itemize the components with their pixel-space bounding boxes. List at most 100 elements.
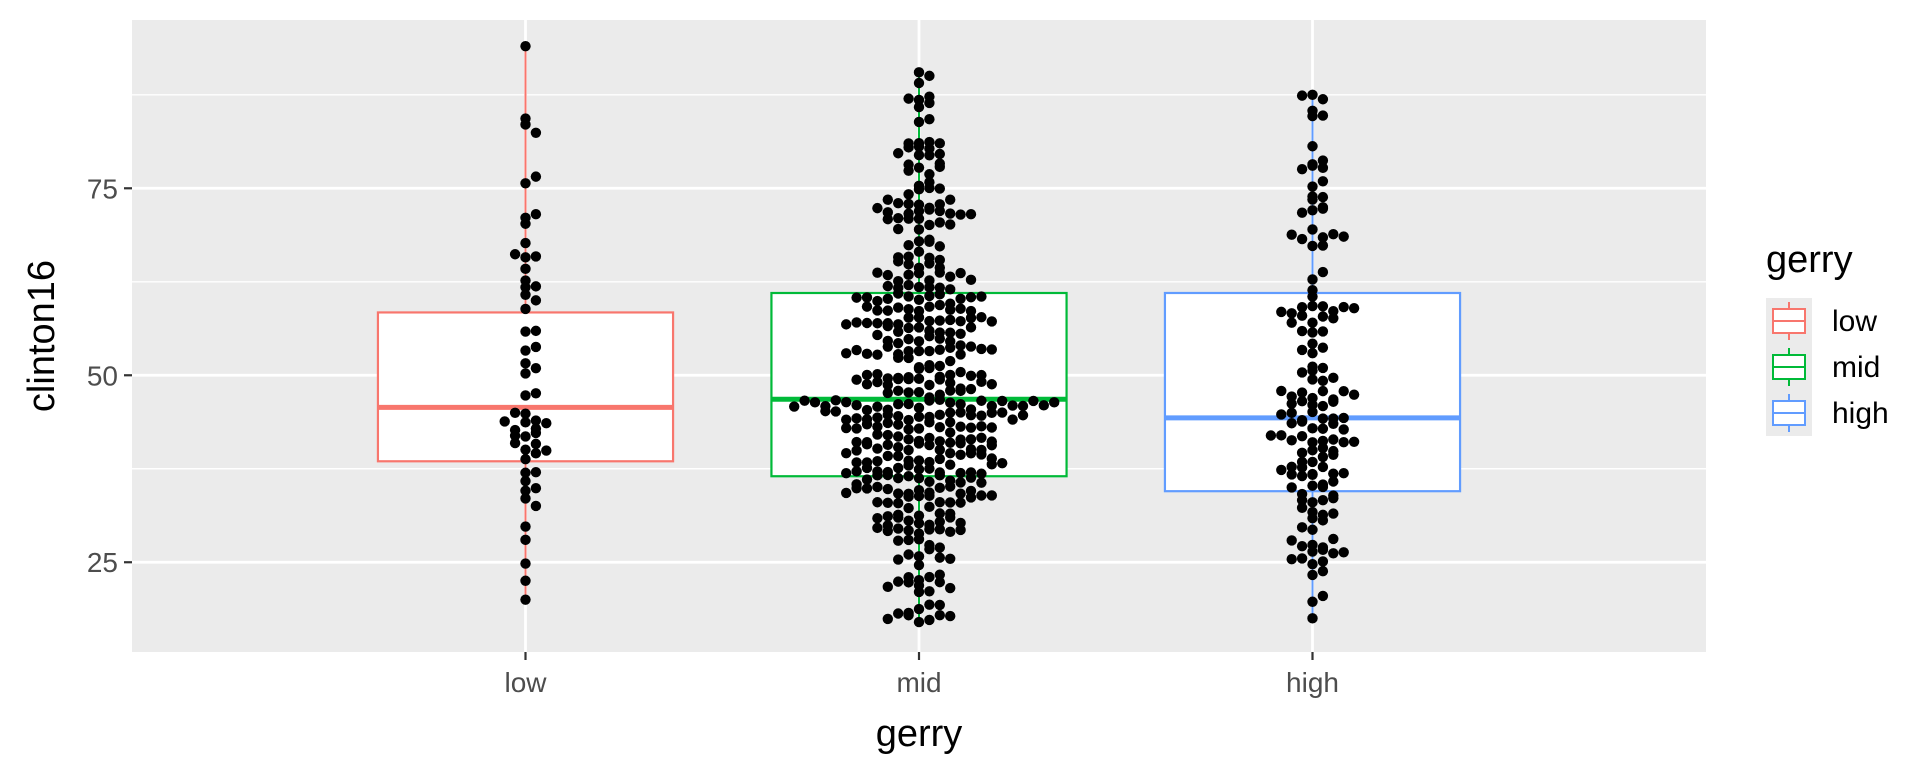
x-tick-label: mid — [896, 667, 941, 698]
data-point — [924, 571, 935, 583]
data-point — [872, 429, 883, 440]
data-point — [530, 325, 542, 337]
data-point — [913, 373, 925, 385]
data-point — [1317, 191, 1329, 203]
data-point — [1296, 233, 1308, 245]
data-point — [965, 341, 977, 352]
data-point — [1307, 456, 1318, 468]
data-point — [1338, 231, 1349, 242]
data-point — [913, 438, 925, 449]
data-point — [893, 535, 904, 546]
data-point — [924, 150, 935, 161]
data-point — [541, 445, 552, 456]
data-point — [520, 485, 531, 496]
data-point — [1307, 596, 1318, 607]
data-point — [1307, 512, 1318, 524]
data-point — [872, 481, 883, 493]
data-point — [1286, 435, 1297, 446]
data-point — [882, 497, 893, 509]
data-point — [903, 198, 914, 210]
data-point — [913, 534, 925, 545]
data-point — [861, 317, 873, 329]
data-point — [934, 161, 945, 173]
data-point — [520, 431, 531, 442]
data-point — [913, 281, 925, 293]
data-point — [509, 430, 521, 441]
legend-item-high: high — [1766, 390, 1889, 436]
data-point — [955, 467, 966, 479]
data-point — [945, 219, 956, 230]
data-point — [882, 194, 893, 205]
data-point — [499, 416, 510, 427]
data-point — [893, 523, 904, 534]
data-point — [945, 448, 956, 459]
y-tick-label: 75 — [87, 173, 118, 204]
data-point — [913, 246, 925, 257]
data-point — [1265, 430, 1277, 441]
data-point — [530, 295, 542, 306]
data-point — [913, 603, 925, 615]
data-point — [893, 576, 904, 587]
data-point — [882, 429, 893, 441]
data-point — [1307, 110, 1318, 122]
data-point — [924, 70, 935, 82]
data-point — [1286, 535, 1297, 546]
data-point — [913, 411, 925, 422]
data-point — [945, 271, 956, 282]
data-point — [1286, 469, 1297, 480]
data-point — [976, 490, 987, 501]
data-point — [903, 525, 914, 536]
data-point — [945, 284, 956, 295]
data-point — [1296, 310, 1308, 321]
data-point — [1307, 480, 1318, 491]
data-point — [913, 559, 925, 571]
data-point — [893, 148, 904, 159]
data-point — [924, 290, 935, 302]
data-point — [924, 182, 935, 194]
data-point — [934, 444, 945, 456]
data-point — [530, 171, 542, 182]
data-point — [986, 459, 997, 470]
data-point — [1286, 308, 1297, 319]
data-point — [955, 340, 966, 351]
data-point — [1296, 387, 1308, 398]
data-point — [1307, 327, 1318, 338]
data-point — [1307, 497, 1318, 508]
data-point — [924, 169, 935, 180]
data-point — [934, 241, 945, 252]
data-point — [913, 616, 925, 628]
data-point — [841, 348, 852, 359]
data-point — [882, 439, 893, 451]
data-point — [913, 510, 925, 521]
data-point — [976, 410, 987, 421]
data-point — [955, 398, 966, 410]
data-point — [1307, 437, 1318, 448]
data-point — [530, 448, 542, 459]
data-point — [882, 387, 893, 399]
data-point — [934, 516, 945, 527]
data-point — [955, 293, 966, 304]
data-point — [997, 457, 1008, 469]
data-point — [520, 558, 531, 569]
data-point — [1317, 342, 1329, 353]
data-point — [1307, 399, 1318, 411]
legend-label: high — [1832, 397, 1889, 430]
data-point — [903, 240, 914, 251]
data-point — [861, 439, 873, 450]
data-point — [903, 333, 914, 345]
data-point — [945, 397, 956, 408]
data-point — [934, 542, 945, 553]
data-point — [1307, 205, 1318, 216]
legend-item-mid: mid — [1766, 344, 1880, 390]
data-point — [934, 453, 945, 465]
data-point — [893, 302, 904, 313]
data-point — [913, 116, 925, 128]
data-point — [955, 421, 966, 432]
data-point — [1307, 559, 1318, 570]
x-tick-label: high — [1286, 667, 1339, 698]
data-point — [893, 385, 904, 396]
data-point — [1338, 424, 1349, 435]
data-point — [913, 586, 925, 598]
y-tick-label: 25 — [87, 547, 118, 578]
data-point — [934, 360, 945, 372]
